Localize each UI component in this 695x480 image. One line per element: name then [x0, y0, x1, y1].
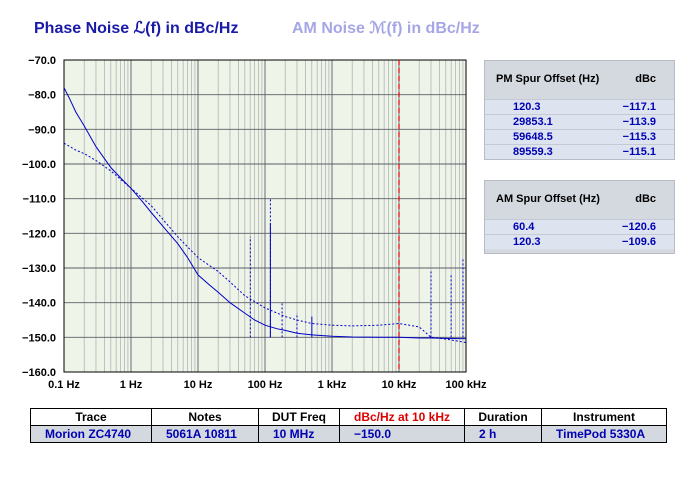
duration-header: Duration [464, 408, 542, 426]
pm-spur-row: 59648.5 −115.3 [485, 129, 674, 144]
notes-value: 5061A 10811 [151, 425, 259, 443]
traces [63, 60, 467, 372]
am-spur-offset: 60.4 [513, 221, 535, 233]
y-tick-label: −160.0 [22, 367, 56, 379]
dbc-at-10khz-header: dBc/Hz at 10 kHz [339, 408, 465, 426]
pm-spur-offset-header: PM Spur Offset (Hz) [496, 73, 600, 85]
am-spur-offset-header: AM Spur Offset (Hz) [496, 193, 600, 205]
y-tick-label: −100.0 [22, 159, 56, 171]
am-spur-table: AM Spur Offset (Hz) dBc 60.4 −120.6 120.3… [484, 180, 675, 254]
instrument-value: TimePod 5330A [541, 425, 667, 443]
am-spur-row: 120.3 −109.6 [485, 234, 674, 249]
pm-spur-offset: 120.3 [513, 101, 541, 113]
x-tick-label: 1 kHz [318, 379, 347, 391]
am-spur-dbc-header: dBc [635, 193, 656, 205]
am-spur-row: 60.4 −120.6 [485, 219, 674, 234]
x-tick-label: 10 kHz [382, 379, 417, 391]
trace-value: Morion ZC4740 [30, 425, 152, 443]
pm-spur-row: 120.3 −117.1 [485, 99, 674, 114]
pm-spur-row: 89559.3 −115.1 [485, 144, 674, 159]
y-tick-label: −70.0 [28, 55, 56, 67]
y-tick-label: −80.0 [28, 90, 56, 102]
dbc-at-10khz-value: −150.0 [339, 425, 465, 443]
x-tick-label: 1 Hz [120, 379, 143, 391]
phase-noise-trace [63, 87, 467, 340]
pm-spur-dbc: −115.3 [622, 131, 656, 143]
am-spur-offset: 120.3 [513, 236, 541, 248]
y-tick-label: −150.0 [22, 332, 56, 344]
pm-spur-table: PM Spur Offset (Hz) dBc 120.3 −117.1 2985… [484, 60, 675, 160]
notes-header: Notes [151, 408, 259, 426]
x-tick-label: 100 Hz [248, 379, 283, 391]
phase-noise-chart: 0.1 Hz 1 Hz 10 Hz 100 Hz 1 kHz 10 kHz 100 kHz … [22, 55, 487, 391]
x-axis: 0.1 Hz 1 Hz 10 Hz 100 Hz 1 kHz 10 kHz 100 kHz [48, 379, 487, 391]
pm-spur-row: 29853.1 −113.9 [485, 114, 674, 129]
am-noise-title: AM Noise ℳ(f) in dBc/Hz [292, 20, 480, 37]
measurement-info-table: Trace Notes DUT Freq dBc/Hz at 10 kHz Du… [30, 408, 667, 443]
x-tick-label: 100 kHz [446, 379, 487, 391]
y-axis: −70.0 −80.0 −90.0 −100.0 −110.0 −120.0 −130.0 −… [22, 55, 56, 379]
pm-spur-offset: 59648.5 [513, 131, 553, 143]
y-tick-label: −140.0 [22, 298, 56, 310]
pm-spur-offset: 29853.1 [513, 116, 553, 128]
instrument-header: Instrument [541, 408, 667, 426]
pm-spur-dbc: −117.1 [622, 101, 656, 113]
y-tick-label: −110.0 [23, 194, 56, 206]
pm-spur-dbc: −115.1 [622, 146, 656, 158]
dut-freq-header: DUT Freq [258, 408, 340, 426]
dut-freq-value: 10 MHz [258, 425, 340, 443]
y-tick-label: −130.0 [22, 263, 56, 275]
trace-header: Trace [30, 408, 152, 426]
am-spur-dbc: −120.6 [622, 221, 656, 233]
pm-spur-dbc-header: dBc [635, 73, 656, 85]
x-tick-label: 10 Hz [184, 379, 213, 391]
y-tick-label: −90.0 [28, 124, 56, 136]
phase-noise-title: Phase Noise ℒ(f) in dBc/Hz [34, 20, 239, 37]
plot-border [63, 59, 467, 373]
pm-spur-offset: 89559.3 [513, 146, 553, 158]
duration-value: 2 h [464, 425, 542, 443]
am-spur-dbc: −109.6 [622, 236, 656, 248]
x-tick-label: 0.1 Hz [48, 379, 80, 391]
y-tick-label: −120.0 [22, 228, 56, 240]
pm-spur-dbc: −113.9 [622, 116, 656, 128]
